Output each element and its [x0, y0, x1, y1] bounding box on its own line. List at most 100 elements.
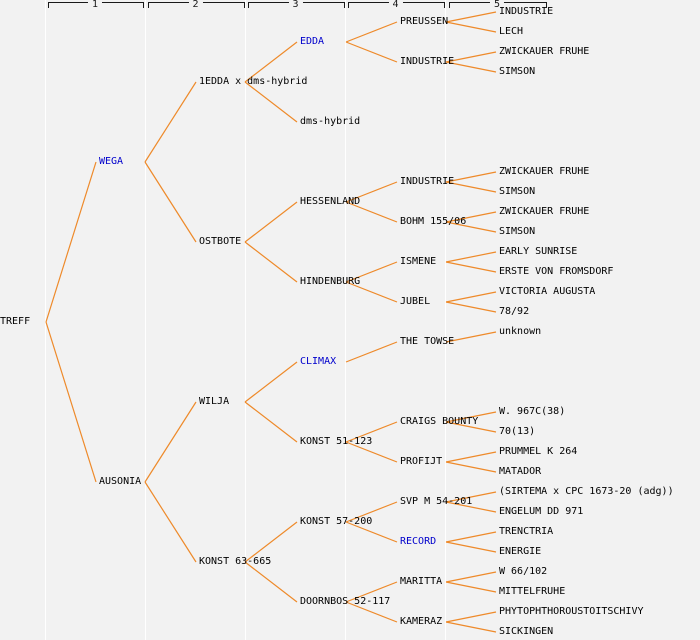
tree-node-unknown: unknown: [499, 326, 542, 337]
tree-node-link-record[interactable]: RECORD: [400, 536, 437, 547]
tree-node-konst51: KONST 51-123: [300, 436, 373, 447]
tree-node-70-13: 70(13): [499, 426, 536, 437]
pedigree-edge-jubel--victoria-augusta: [445, 291, 497, 303]
column-separator: [445, 0, 446, 640]
pedigree-edge-preussen--lech: [445, 21, 497, 33]
pedigree-edge-ismene--early-sunrise: [445, 251, 497, 263]
tree-node-prummel: PRUMMEL K 264: [499, 446, 578, 457]
tree-node-phytophthoroustoitschivy: PHYTOPHTHOROUSTOITSCHIVY: [499, 606, 644, 617]
tree-node-link-edda[interactable]: EDDA: [300, 36, 325, 47]
pedigree-edge-profijt--prummel: [445, 451, 497, 463]
column-separator: [145, 0, 146, 640]
pedigree-edge-industrie-4a--simson-5a: [445, 61, 497, 73]
pedigree-edge-hessenland--industrie-4b: [345, 181, 398, 203]
pedigree-edge-industrie-4b--simson-5b: [445, 181, 497, 193]
tree-node-link-wega[interactable]: WEGA: [99, 156, 124, 167]
tree-node-w66: W 66/102: [499, 566, 548, 577]
tree-node-zwickauer-5b: ZWICKAUER FRUHE: [499, 166, 590, 177]
tree-node-simson-5a: SIMSON: [499, 66, 536, 77]
pedigree-edge-wilja--konst51: [244, 401, 298, 443]
generation-number: 5: [489, 0, 505, 10]
pedigree-edge-ismene--erste-von-fromsdorf: [445, 261, 497, 273]
tree-node-simson-5b: SIMSON: [499, 186, 536, 197]
tree-node-edda-x-dms: 1EDDA x dms-hybrid: [199, 76, 308, 87]
pedigree-edge-jubel--78-92: [445, 301, 497, 313]
pedigree-edge-konst63--doornbos: [244, 561, 298, 603]
tree-node-early-sunrise: EARLY SUNRISE: [499, 246, 578, 257]
pedigree-edge-wega--edda-x-dms: [144, 81, 197, 163]
tree-node-konst63: KONST 63-665: [199, 556, 272, 567]
pedigree-edge-wilja--climax: [244, 361, 298, 403]
pedigree-edge-maritta--w66: [445, 571, 497, 583]
tree-node-treff: TREFF: [0, 316, 31, 327]
tree-node-victoria-augusta: VICTORIA AUGUSTA: [499, 286, 596, 297]
tree-node-sirtema: (SIRTEMA x CPC 1673-20 (adg)): [499, 486, 674, 497]
tree-node-kameraz: KAMERAZ: [400, 616, 443, 627]
pedigree-edge-maritta--mittelfruhe: [445, 581, 497, 593]
tree-node-dms-hybrid: dms-hybrid: [300, 116, 361, 127]
tree-node-industrie-4b: INDUSTRIE: [400, 176, 455, 187]
pedigree-edge-profijt--matador: [445, 461, 497, 473]
pedigree-edge-kameraz--phytophthoroustoitschivy: [445, 611, 497, 623]
tree-node-hindenburg: HINDENBURG: [300, 276, 361, 287]
pedigree-edge-edda--industrie-4a: [345, 41, 398, 63]
tree-node-hessenland: HESSENLAND: [300, 196, 361, 207]
tree-node-sickingen: SICKINGEN: [499, 626, 554, 637]
tree-node-w967: W. 967C(38): [499, 406, 566, 417]
tree-node-ostbote: OSTBOTE: [199, 236, 242, 247]
pedigree-edge-svp--engelum: [445, 501, 497, 513]
pedigree-edge-edda--preussen: [345, 21, 398, 43]
pedigree-edge-konst51--craigs-bounty: [345, 421, 398, 443]
tree-node-78-92: 78/92: [499, 306, 530, 317]
pedigree-edge-hessenland--bohm: [345, 201, 398, 223]
tree-node-wilja: WILJA: [199, 396, 230, 407]
tree-node-svp: SVP M 54-201: [400, 496, 473, 507]
tree-node-jubel: JUBEL: [400, 296, 431, 307]
tree-node-erste-von-fromsdorf: ERSTE VON FROMSDORF: [499, 266, 614, 277]
pedigree-edge-preussen--industrie-5a: [445, 11, 497, 23]
pedigree-edge-industrie-4b--zwickauer-5b: [445, 171, 497, 183]
tree-node-doornbos: DOORNBOS 52-117: [300, 596, 391, 607]
pedigree-edge-ostbote--hindenburg: [244, 241, 298, 283]
pedigree-edge-kameraz--sickingen: [445, 621, 497, 633]
tree-node-simson-5c: SIMSON: [499, 226, 536, 237]
tree-node-industrie-4a: INDUSTRIE: [400, 56, 455, 67]
tree-node-energie: ENERGIE: [499, 546, 542, 557]
pedigree-edge-wega--ostbote: [144, 161, 197, 243]
tree-node-maritta: MARITTA: [400, 576, 443, 587]
pedigree-edge-konst51--profijt: [345, 441, 398, 463]
tree-node-profijt: PROFIJT: [400, 456, 443, 467]
generation-number: 2: [188, 0, 203, 10]
tree-node-link-climax[interactable]: CLIMAX: [300, 356, 337, 367]
pedigree-edge-ausonia--wilja: [144, 401, 197, 483]
tree-node-mittelfruhe: MITTELFRUHE: [499, 586, 566, 597]
pedigree-edge-doornbos--kameraz: [345, 601, 398, 623]
pedigree-edge-ostbote--hessenland: [244, 201, 298, 243]
generation-number: 4: [388, 0, 403, 10]
tree-node-engelum: ENGELUM DD 971: [499, 506, 584, 517]
pedigree-edge-craigs-bounty--w967: [445, 411, 497, 423]
tree-node-matador: MATADOR: [499, 466, 542, 477]
tree-node-preussen: PREUSSEN: [400, 16, 449, 27]
tree-node-ausonia: AUSONIA: [99, 476, 142, 487]
tree-node-lech: LECH: [499, 26, 524, 37]
pedigree-edge-edda-x-dms--dms-hybrid: [244, 81, 298, 123]
pedigree-edge-the-towse--unknown: [445, 331, 497, 343]
column-separator: [45, 0, 46, 640]
pedigree-edge-ausonia--konst63: [144, 481, 197, 563]
tree-node-craigs-bounty: CRAIGS BOUNTY: [400, 416, 479, 427]
pedigree-edge-doornbos--maritta: [345, 581, 398, 603]
pedigree-edge-treff--ausonia: [45, 321, 97, 483]
column-separator: [345, 0, 346, 640]
tree-node-the-towse: THE TOWSE: [400, 336, 455, 347]
generation-number: 3: [288, 0, 303, 10]
tree-node-ismene: ISMENE: [400, 256, 437, 267]
tree-node-zwickauer-5a: ZWICKAUER FRUHE: [499, 46, 590, 57]
pedigree-edge-treff--wega: [45, 161, 97, 323]
pedigree-edge-record--trenctria: [445, 531, 497, 543]
tree-node-trenctria: TRENCTRIA: [499, 526, 554, 537]
pedigree-edge-konst57--svp: [345, 501, 398, 523]
pedigree-edge-craigs-bounty--70-13: [445, 421, 497, 433]
